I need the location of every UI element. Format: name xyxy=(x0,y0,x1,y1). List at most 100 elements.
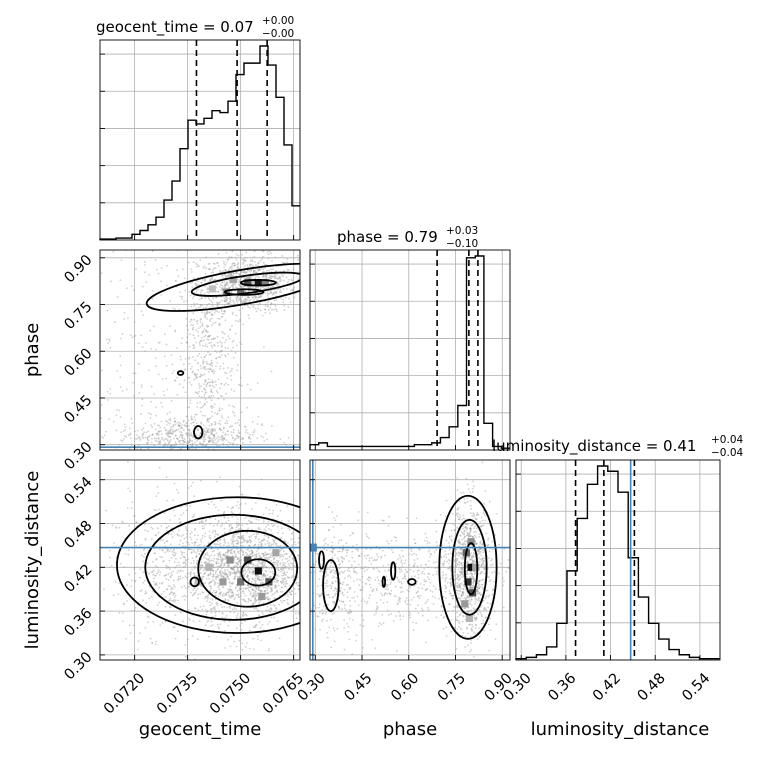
sample-point xyxy=(228,256,231,258)
sample-point xyxy=(244,572,247,575)
sample-point xyxy=(281,586,283,589)
sample-point xyxy=(243,575,246,577)
sample-point xyxy=(94,513,96,515)
sample-point xyxy=(276,591,279,594)
sample-point xyxy=(472,581,474,584)
sample-point xyxy=(163,542,166,544)
sample-point xyxy=(236,540,239,542)
sample-point xyxy=(257,575,259,577)
sample-point xyxy=(223,438,226,440)
sample-point xyxy=(224,557,227,560)
sample-point xyxy=(122,611,124,614)
sample-point xyxy=(230,431,233,433)
sample-point xyxy=(239,320,242,322)
sample-point xyxy=(191,635,194,637)
sample-point xyxy=(144,436,147,439)
sample-point xyxy=(243,259,245,262)
sample-point xyxy=(192,231,194,233)
sample-point xyxy=(247,589,250,591)
sample-point xyxy=(456,604,459,607)
sample-point xyxy=(192,488,194,490)
sample-point xyxy=(182,512,185,515)
sample-point xyxy=(211,314,214,316)
sample-point xyxy=(215,576,217,579)
sample-point xyxy=(231,425,234,427)
marginal-panel-phase xyxy=(309,249,511,451)
sample-point xyxy=(150,424,152,426)
sample-point xyxy=(210,338,213,341)
sample-point xyxy=(157,492,160,495)
sample-point xyxy=(171,591,173,594)
sample-point xyxy=(178,564,181,567)
sample-point xyxy=(272,525,274,528)
sample-point xyxy=(172,584,175,586)
sample-point xyxy=(242,262,245,264)
sample-point xyxy=(184,562,187,564)
sample-point xyxy=(224,354,226,357)
sample-point xyxy=(203,373,206,376)
sample-point xyxy=(236,435,239,437)
sample-point xyxy=(268,544,271,546)
sample-point xyxy=(199,401,202,404)
sample-point xyxy=(236,548,238,550)
sample-point xyxy=(121,620,124,623)
sample-point xyxy=(233,550,236,553)
sample-point xyxy=(242,550,245,553)
sample-point xyxy=(185,587,187,590)
sample-point xyxy=(159,571,162,574)
sample-point xyxy=(105,509,108,512)
sample-point xyxy=(190,319,193,321)
sample-point xyxy=(266,592,269,595)
sample-point xyxy=(114,580,117,583)
sample-point xyxy=(151,571,154,573)
sample-point xyxy=(265,609,268,611)
sample-point xyxy=(293,286,296,289)
sample-point xyxy=(172,626,175,629)
sample-point xyxy=(209,385,212,387)
sample-point xyxy=(254,601,257,604)
sample-point xyxy=(220,284,223,287)
sample-point xyxy=(220,438,223,441)
sample-point xyxy=(166,540,169,543)
sample-point xyxy=(248,577,251,580)
sample-point xyxy=(142,314,144,316)
sample-point xyxy=(127,455,129,457)
sample-point xyxy=(229,605,232,608)
sample-point xyxy=(217,345,219,347)
sample-point xyxy=(179,291,181,294)
sample-point xyxy=(186,660,188,662)
sample-point xyxy=(461,567,463,569)
sample-point xyxy=(249,566,252,569)
sample-point xyxy=(199,564,202,567)
sample-point xyxy=(483,609,486,611)
sample-point xyxy=(225,439,228,441)
sample-point xyxy=(307,585,309,587)
sample-point xyxy=(236,558,239,560)
sample-point xyxy=(224,573,226,576)
sample-point xyxy=(214,421,217,424)
sample-point xyxy=(482,563,485,566)
sample-point xyxy=(275,310,278,313)
sample-point xyxy=(179,539,182,542)
sample-point xyxy=(233,265,236,267)
sample-point xyxy=(262,567,265,569)
sample-point xyxy=(251,604,254,606)
sample-point xyxy=(293,564,296,567)
sample-point xyxy=(461,556,464,559)
sample-point xyxy=(255,295,257,298)
sample-point xyxy=(486,601,489,604)
sample-point xyxy=(283,270,285,272)
sample-point xyxy=(227,591,230,593)
sample-point xyxy=(265,535,267,537)
sample-point xyxy=(150,385,153,388)
sample-point xyxy=(213,566,215,569)
sample-point xyxy=(146,562,149,565)
sample-point xyxy=(215,610,218,613)
sample-point xyxy=(199,593,202,595)
sample-point xyxy=(202,591,205,594)
sample-point xyxy=(206,312,209,314)
sample-point xyxy=(240,285,243,288)
density-cell xyxy=(208,285,216,293)
sample-point xyxy=(238,284,241,286)
sample-point xyxy=(238,432,241,434)
